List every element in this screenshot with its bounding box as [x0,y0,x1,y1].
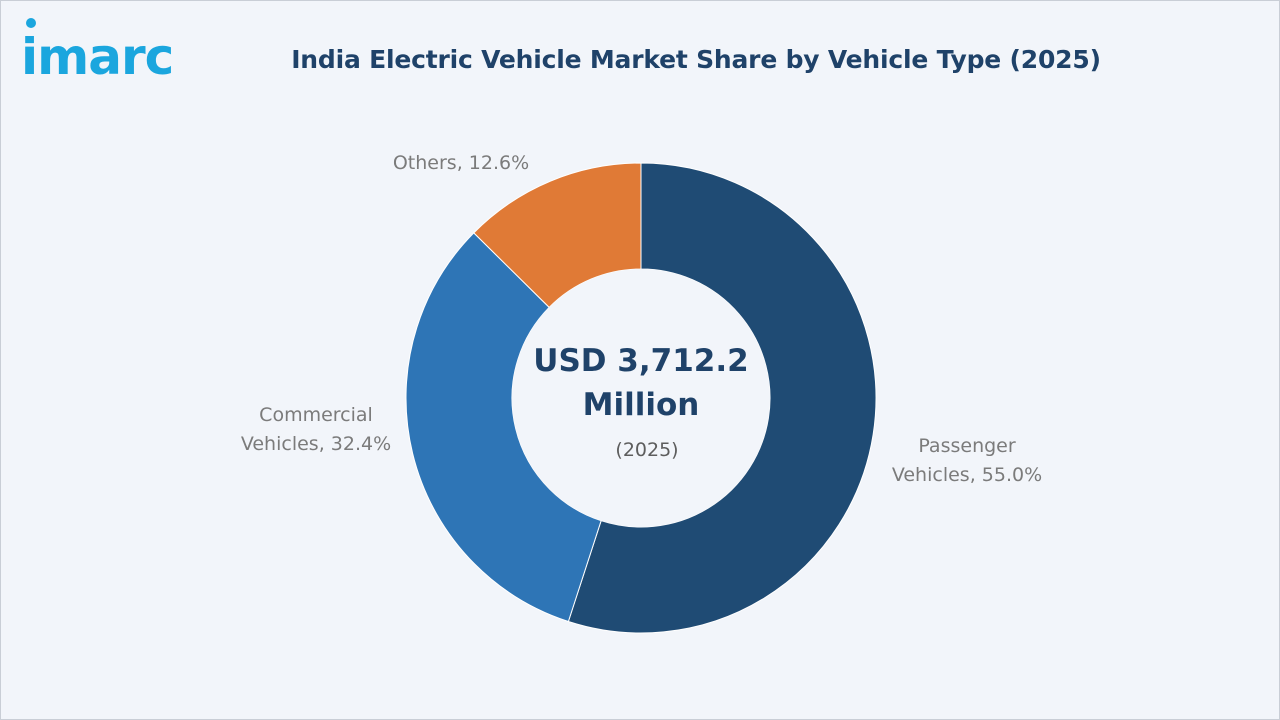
slice-label-commercial-line2: Vehicles, 32.4% [241,433,391,455]
donut-slices [405,162,877,634]
svg-text:imarc: imarc [21,28,173,81]
chart-title: India Electric Vehicle Market Share by V… [291,45,1101,74]
slice-label-commercial-line1: Commercial [259,404,373,426]
slice-label-passenger-line1: Passenger [918,435,1016,457]
center-value-line2: Million [583,387,700,423]
center-value-line1: USD 3,712.2 [533,343,748,379]
donut-center-hole [512,269,770,527]
slice-label-passenger-line2: Vehicles, 55.0% [892,464,1042,486]
imarc-logo-mark: imarc [21,18,174,81]
imarc-logo: imarc [21,11,211,81]
slice-label-others: Others, 12.6% [393,152,529,174]
center-year: (2025) [615,439,678,461]
